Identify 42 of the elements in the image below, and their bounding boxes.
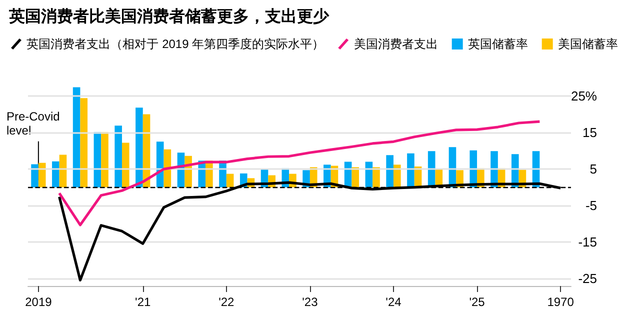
y-tick-label: 15 [582,125,597,140]
legend-label: 美国消费者支出 [354,37,438,51]
bar [122,142,130,188]
bar [72,87,80,188]
bar [94,132,102,188]
x-tick-label: '22 [218,295,235,309]
x-tick-label: '24 [386,295,402,309]
bar [372,167,380,188]
bar [156,142,164,188]
bar [365,162,373,188]
legend-label: 美国储蓄率 [558,37,618,51]
x-tick-label: '25 [469,295,486,309]
bar [428,151,436,188]
bar [52,161,60,188]
bar [386,155,394,188]
bar [490,151,498,188]
y-tick-label: -15 [578,234,597,250]
bar [407,153,414,188]
y-tick-label: -25 [578,271,597,286]
bar [80,98,88,188]
bar [393,164,401,188]
legend-label: 英国消费者支出（相对于 2019 年第四季度的实际水平） [26,37,324,51]
x-tick-label: 2019 [25,295,52,309]
bar [352,167,360,188]
bar [101,132,108,188]
x-tick-label: '23 [302,295,318,309]
x-tick-label: 1970 [547,295,574,309]
bar [38,162,46,188]
bar [226,174,234,188]
bar [114,126,122,188]
x-tick-label: '21 [135,295,152,309]
legend-label: 英国储蓄率 [468,37,528,51]
chart-title: 英国消费者比美国消费者储蓄更多，支出更少 [8,6,330,26]
bar [59,154,67,188]
y-tick-label: 25% [570,88,598,104]
y-tick-label: -5 [585,198,597,214]
ref-line-label: Pre-Covid level [6,109,64,138]
y-tick-label: 5 [590,162,597,177]
bar [31,164,38,188]
bar [470,150,478,188]
line-series [58,120,541,226]
bar [136,108,143,188]
